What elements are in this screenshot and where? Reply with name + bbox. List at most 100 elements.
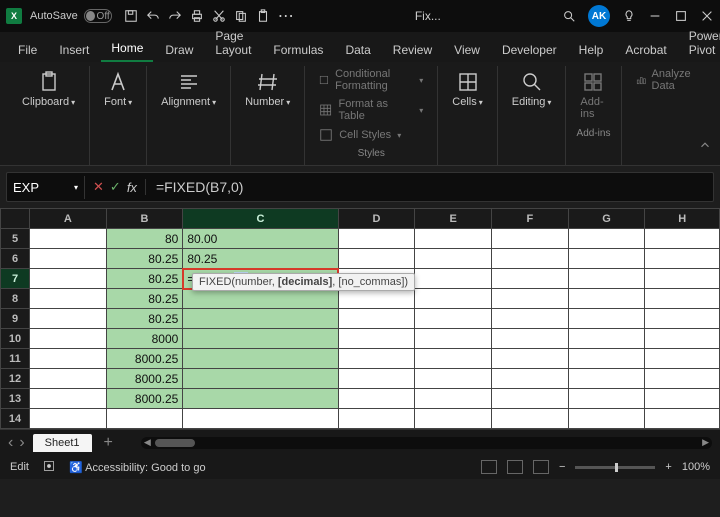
font-button[interactable]: Font▾ — [100, 66, 136, 112]
cell-G11[interactable] — [568, 349, 645, 369]
paste-icon[interactable] — [256, 6, 270, 26]
conditional-formatting-button[interactable]: Conditional Formatting ▾ — [315, 66, 427, 94]
cell-F10[interactable] — [492, 329, 569, 349]
col-header-F[interactable]: F — [492, 209, 569, 229]
cell-B12[interactable]: 8000.25 — [106, 369, 183, 389]
row-header-14[interactable]: 14 — [1, 409, 30, 429]
cell-C10[interactable] — [183, 329, 338, 349]
zoom-slider[interactable] — [575, 466, 655, 469]
cell-F6[interactable] — [492, 249, 569, 269]
cell-D14[interactable] — [338, 409, 415, 429]
print-icon[interactable] — [190, 6, 204, 26]
cancel-formula-icon[interactable]: ✕ — [93, 179, 104, 195]
tab-insert[interactable]: Insert — [49, 38, 99, 62]
select-all-corner[interactable] — [1, 209, 30, 229]
tab-page-layout[interactable]: Page Layout — [205, 24, 261, 62]
close-icon[interactable] — [700, 9, 714, 23]
cell-A9[interactable] — [30, 309, 107, 329]
cell-F5[interactable] — [492, 229, 569, 249]
undo-icon[interactable] — [146, 6, 160, 26]
scroll-right-icon[interactable]: ▶ — [702, 437, 709, 448]
cell-E11[interactable] — [415, 349, 492, 369]
col-header-A[interactable]: A — [30, 209, 107, 229]
tab-acrobat[interactable]: Acrobat — [615, 38, 676, 62]
format-as-table-button[interactable]: Format as Table ▾ — [315, 96, 427, 124]
cell-G10[interactable] — [568, 329, 645, 349]
row-header-10[interactable]: 10 — [1, 329, 30, 349]
cell-D11[interactable] — [338, 349, 415, 369]
tab-developer[interactable]: Developer — [492, 38, 567, 62]
accept-formula-icon[interactable]: ✓ — [110, 179, 121, 195]
cell-E9[interactable] — [415, 309, 492, 329]
cell-G14[interactable] — [568, 409, 645, 429]
tab-home[interactable]: Home — [101, 36, 153, 62]
cell-E14[interactable] — [415, 409, 492, 429]
tab-review[interactable]: Review — [383, 38, 442, 62]
col-header-B[interactable]: B — [106, 209, 183, 229]
cell-B9[interactable]: 80.25 — [106, 309, 183, 329]
accessibility-status[interactable]: ♿ Accessibility: Good to go — [69, 461, 206, 474]
cell-H13[interactable] — [645, 389, 720, 409]
user-avatar[interactable]: AK — [588, 5, 610, 27]
cell-E6[interactable] — [415, 249, 492, 269]
row-header-6[interactable]: 6 — [1, 249, 30, 269]
cell-F8[interactable] — [492, 289, 569, 309]
cell-F7[interactable] — [492, 269, 569, 289]
analyze-data-button[interactable]: Analyze Data — [632, 66, 702, 94]
cell-G7[interactable] — [568, 269, 645, 289]
col-header-C[interactable]: C — [183, 209, 338, 229]
cell-G5[interactable] — [568, 229, 645, 249]
cell-D9[interactable] — [338, 309, 415, 329]
editing-button[interactable]: Editing▾ — [508, 66, 556, 112]
cell-F9[interactable] — [492, 309, 569, 329]
cell-B11[interactable]: 8000.25 — [106, 349, 183, 369]
redo-icon[interactable] — [168, 6, 182, 26]
cell-D5[interactable] — [338, 229, 415, 249]
cell-A12[interactable] — [30, 369, 107, 389]
cell-B13[interactable]: 8000.25 — [106, 389, 183, 409]
cell-G9[interactable] — [568, 309, 645, 329]
fx-icon[interactable]: fx — [127, 180, 137, 195]
chevron-down-icon[interactable]: ▾ — [74, 183, 78, 192]
cell-C12[interactable] — [183, 369, 338, 389]
cell-A8[interactable] — [30, 289, 107, 309]
cell-B7[interactable]: 80.25 — [106, 269, 183, 289]
view-layout-icon[interactable] — [507, 460, 523, 474]
cut-icon[interactable] — [212, 6, 226, 26]
zoom-level[interactable]: 100% — [682, 461, 710, 473]
macro-record-icon[interactable] — [43, 460, 55, 475]
col-header-H[interactable]: H — [645, 209, 720, 229]
sheet-prev-icon[interactable]: ‹ — [8, 434, 13, 452]
sheet-tab-sheet1[interactable]: Sheet1 — [33, 434, 92, 452]
cell-G8[interactable] — [568, 289, 645, 309]
cell-C11[interactable] — [183, 349, 338, 369]
maximize-icon[interactable] — [674, 9, 688, 23]
cell-G13[interactable] — [568, 389, 645, 409]
minimize-icon[interactable] — [648, 9, 662, 23]
view-break-icon[interactable] — [533, 460, 549, 474]
tab-draw[interactable]: Draw — [155, 38, 203, 62]
cell-A10[interactable] — [30, 329, 107, 349]
cell-A7[interactable] — [30, 269, 107, 289]
zoom-in-icon[interactable]: + — [665, 461, 671, 473]
cell-B6[interactable]: 80.25 — [106, 249, 183, 269]
toggle-track[interactable]: Off — [84, 9, 112, 23]
cell-D12[interactable] — [338, 369, 415, 389]
tab-view[interactable]: View — [444, 38, 490, 62]
horizontal-scrollbar[interactable]: ◀ ▶ — [141, 437, 712, 449]
cell-F14[interactable] — [492, 409, 569, 429]
lightbulb-icon[interactable] — [622, 9, 636, 23]
autosave-toggle[interactable]: AutoSave Off — [30, 9, 112, 23]
cell-B10[interactable]: 8000 — [106, 329, 183, 349]
cell-C6[interactable]: 80.25 — [183, 249, 338, 269]
cell-H12[interactable] — [645, 369, 720, 389]
row-header-13[interactable]: 13 — [1, 389, 30, 409]
cell-H6[interactable] — [645, 249, 720, 269]
clipboard-button[interactable]: Clipboard▾ — [18, 66, 79, 112]
cell-C5[interactable]: 80.00 — [183, 229, 338, 249]
addins-button[interactable]: Add-ins — [576, 66, 610, 124]
row-header-11[interactable]: 11 — [1, 349, 30, 369]
cell-E13[interactable] — [415, 389, 492, 409]
cell-F11[interactable] — [492, 349, 569, 369]
cell-A14[interactable] — [30, 409, 107, 429]
